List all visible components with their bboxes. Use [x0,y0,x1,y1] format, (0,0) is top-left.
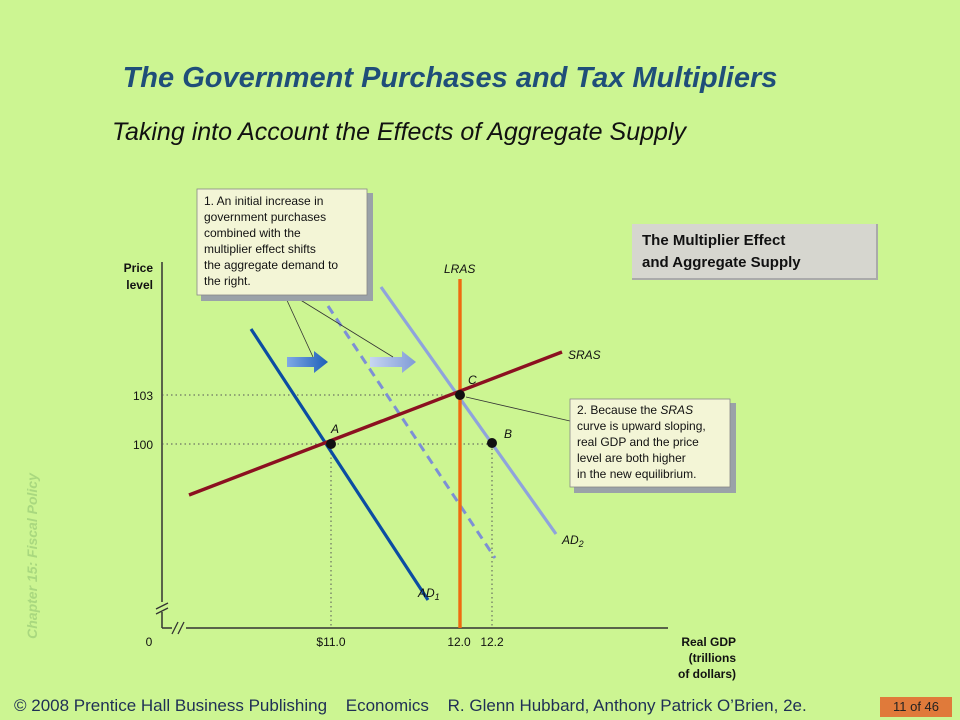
shift-arrow-1-icon [287,351,328,373]
x-axis-label-line-1: Real GDP [681,635,736,649]
x-tick-12: 12.0 [447,635,471,649]
note1-leader-1 [284,295,314,358]
ad1-label-main: AD [417,586,435,600]
note1-box [196,188,368,296]
note2-line-1-italic: SRAS [660,403,693,417]
note2-line-1-prefix: 2. Because the [577,403,660,417]
note2-line-4: level are both higher [577,451,686,465]
x-axis-label-line-3: of dollars) [678,667,736,681]
sras-label: SRAS [568,348,601,362]
y-axis-label-line-2: level [126,278,153,292]
point-c-marker [455,390,465,400]
figure-caption-box: The Multiplier Effect and Aggregate Supp… [632,224,878,280]
ad1-label-sub: 1 [435,592,440,602]
x-tick-11: $11.0 [316,635,345,649]
footer: © 2008 Prentice Hall Business Publishing… [14,696,821,716]
x-axis-break-icon [171,621,185,635]
ad2-label: AD2 [561,533,584,549]
slide-title: The Government Purchases and Tax Multipl… [122,62,778,94]
footer-book: Economics [345,696,429,715]
point-b-marker [487,438,497,448]
note2-line-2: curve is upward sloping, [577,419,706,433]
note1-line-4: multiplier effect shifts [204,242,316,256]
point-a-label: A [330,422,339,436]
note2-line-5: in the new equilibrium. [577,467,696,481]
note1-line-2: government purchases [204,210,326,224]
note1-line-3: combined with the [204,226,301,240]
footer-copyright: © 2008 Prentice Hall Business Publishing [14,696,328,715]
note1-line-6: the right. [204,274,251,288]
footer-authors: R. Glenn Hubbard, Anthony Patrick O’Brie… [447,696,807,715]
y-axis-label-line-1: Price [124,261,154,275]
ad2-curve [379,286,558,535]
point-b-label: B [504,427,512,441]
ad2-label-main: AD [561,533,579,547]
point-c-label: C [468,373,477,387]
note1-leader-2 [293,295,394,358]
point-a-marker [326,439,336,449]
ad2-label-sub: 2 [578,539,584,549]
note2-line-1: 2. Because the SRAS [577,403,693,417]
x-tick-12-2: 12.2 [480,635,504,649]
sras-curve [188,350,563,497]
figure-caption-line-1: The Multiplier Effect [642,232,786,249]
note2-box [569,398,731,488]
slide-subtitle: Taking into Account the Effects of Aggre… [112,118,686,146]
note1-line-1: 1. An initial increase in [204,194,323,208]
y-axis-break-icon [155,602,169,615]
shift-arrow-2-icon [370,351,416,373]
origin-label: 0 [146,635,153,649]
ad-shift-dashed-curve [326,305,497,559]
note2-leader [465,396,571,422]
x-axis-label-line-2: (trillions [689,651,737,665]
figure-caption-line-2: and Aggregate Supply [642,254,801,271]
y-tick-103: 103 [133,389,153,403]
y-tick-100: 100 [133,438,153,452]
note2-line-3: real GDP and the price [577,435,699,449]
page-indicator: 11 of 46 [880,697,952,717]
ad1-curve [249,328,430,601]
note1-line-5: the aggregate demand to [204,258,338,272]
lras-label: LRAS [444,262,475,276]
ad1-label: AD1 [417,586,440,602]
